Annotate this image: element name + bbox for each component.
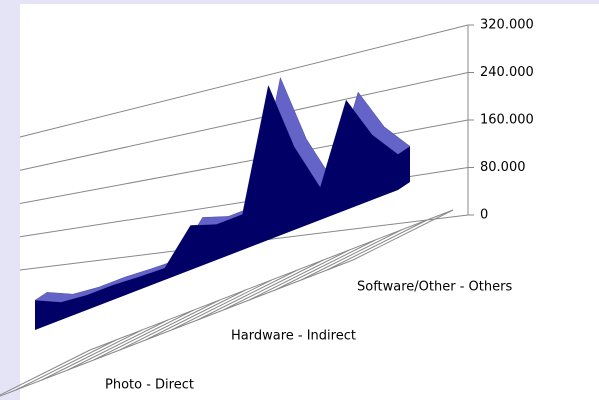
floor-line	[197, 269, 298, 321]
y-tick-label: 240.000	[480, 65, 534, 80]
y-tick-label: 0	[480, 208, 488, 223]
floor-line	[93, 309, 194, 361]
floor-line	[249, 249, 350, 301]
floor-line	[326, 219, 428, 271]
y-tick-label: 160.000	[480, 113, 534, 128]
x-tick-label: Hardware - Indirect	[231, 329, 356, 344]
floor-line	[352, 209, 454, 261]
floor-line	[274, 239, 376, 291]
y-tick-label: 80.000	[480, 160, 526, 175]
x-tick-label: Photo - Direct	[105, 378, 194, 393]
floor-line	[171, 279, 272, 331]
x-tick-label: Software/Other - Others	[357, 280, 512, 295]
floor-line	[223, 259, 324, 311]
area-side	[398, 146, 410, 190]
floor-line	[41, 329, 143, 381]
floor-line	[145, 289, 246, 341]
grid-line	[19, 72, 469, 171]
floor-line	[300, 229, 402, 281]
floor-edge	[89, 209, 454, 351]
area	[35, 85, 398, 330]
floor-edge	[0, 259, 354, 397]
floor-line	[15, 339, 117, 391]
y-tick-label: 320.000	[480, 18, 534, 33]
grid-line	[19, 24, 469, 138]
floor-line	[67, 319, 169, 371]
floor-line	[119, 299, 220, 351]
floor-line	[0, 349, 91, 396]
